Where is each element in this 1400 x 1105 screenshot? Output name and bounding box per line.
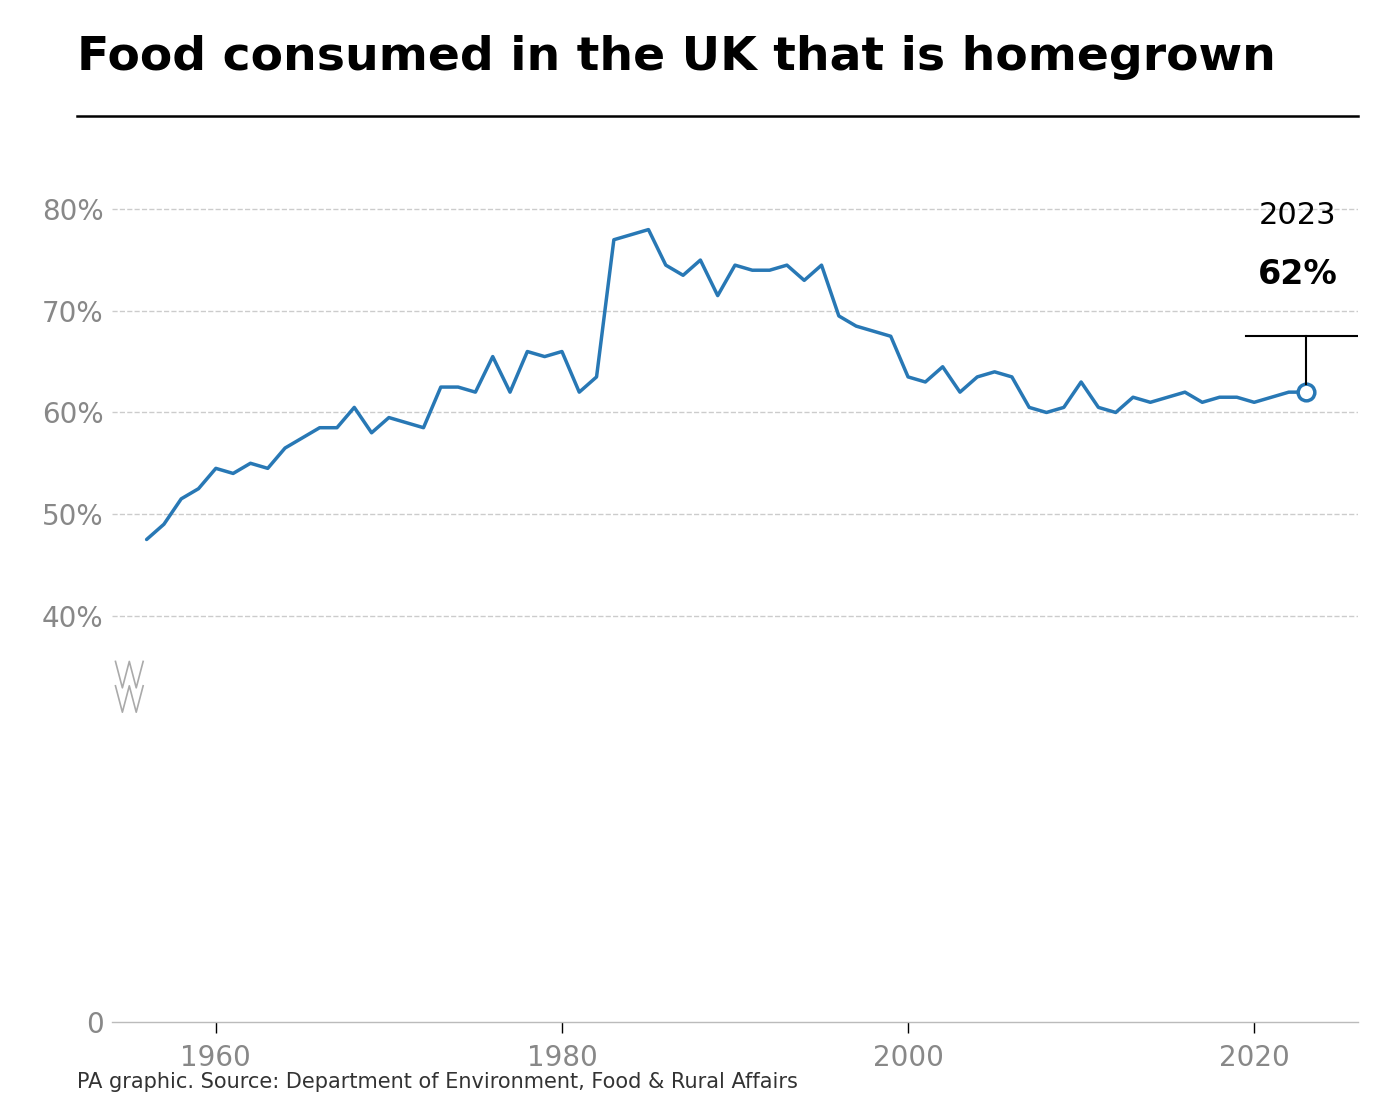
Text: 2023: 2023 — [1259, 201, 1336, 230]
Text: PA graphic. Source: Department of Environment, Food & Rural Affairs: PA graphic. Source: Department of Enviro… — [77, 1072, 798, 1092]
Text: 62%: 62% — [1257, 257, 1337, 291]
Text: Food consumed in the UK that is homegrown: Food consumed in the UK that is homegrow… — [77, 35, 1275, 81]
